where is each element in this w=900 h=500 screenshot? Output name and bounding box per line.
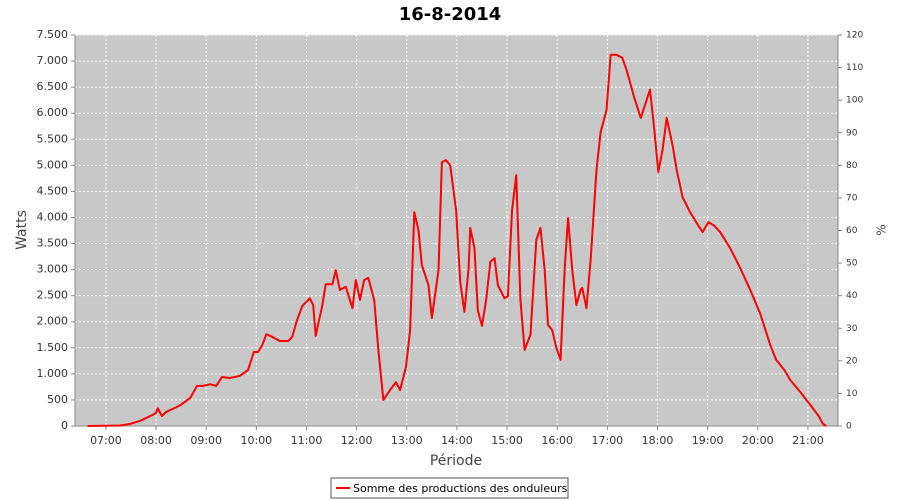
y2-tick-label: 100 xyxy=(846,96,863,106)
x-tick-label: 19:00 xyxy=(692,434,724,447)
y-tick-label: 2.500 xyxy=(37,289,69,302)
y2-tick-label: 60 xyxy=(846,226,858,236)
y2-tick-label: 30 xyxy=(846,324,858,334)
y-tick-label: 7.000 xyxy=(37,54,69,67)
x-tick-label: 16:00 xyxy=(541,434,573,447)
x-tick-label: 12:00 xyxy=(341,434,373,447)
y2-tick-label: 10 xyxy=(846,389,858,399)
y2-tick-label: 20 xyxy=(846,356,858,366)
y-tick-label: 5.500 xyxy=(37,132,69,145)
y2-tick-label: 40 xyxy=(846,291,858,301)
y2-tick-label: 80 xyxy=(846,161,858,171)
x-tick-label: 17:00 xyxy=(591,434,623,447)
x-tick-label: 14:00 xyxy=(441,434,473,447)
x-tick-label: 07:00 xyxy=(90,434,122,447)
y2-axis-label: % xyxy=(875,224,889,235)
x-tick-label: 13:00 xyxy=(391,434,423,447)
y-tick-label: 4.500 xyxy=(37,184,69,197)
y-tick-label: 4.000 xyxy=(37,210,69,223)
y2-tick-label: 110 xyxy=(846,63,863,73)
y2-tick-label: 0 xyxy=(846,422,852,432)
y-tick-label: 500 xyxy=(47,393,68,406)
x-tick-label: 09:00 xyxy=(190,434,222,447)
chart-title: 16-8-2014 xyxy=(399,4,502,25)
y-tick-label: 2.000 xyxy=(37,315,69,328)
x-tick-label: 18:00 xyxy=(642,434,674,447)
legend-box xyxy=(330,477,569,499)
y-tick-label: 5.000 xyxy=(37,158,69,171)
y-axis-label: Watts xyxy=(14,210,30,250)
y-tick-label: 3.500 xyxy=(37,237,69,250)
y2-tick-label: 90 xyxy=(846,128,858,138)
y2-tick-label: 50 xyxy=(846,259,858,269)
x-tick-label: 10:00 xyxy=(240,434,272,447)
x-tick-label: 08:00 xyxy=(140,434,172,447)
y2-tick-label: 120 xyxy=(846,31,863,41)
y-tick-label: 0 xyxy=(61,419,68,432)
x-tick-label: 20:00 xyxy=(742,434,774,447)
y-tick-label: 1.000 xyxy=(37,367,69,380)
y-tick-label: 3.000 xyxy=(37,263,69,276)
legend-label: Somme des productions des onduleurs xyxy=(353,482,568,495)
y-tick-label: 6.000 xyxy=(37,106,69,119)
x-tick-label: 11:00 xyxy=(291,434,323,447)
series-line xyxy=(87,53,827,427)
x-axis-label: Période xyxy=(430,453,482,469)
y-tick-label: 6.500 xyxy=(37,80,69,93)
y2-tick-label: 70 xyxy=(846,193,858,203)
x-tick-label: 15:00 xyxy=(491,434,523,447)
y-tick-label: 1.500 xyxy=(37,341,69,354)
x-tick-label: 21:00 xyxy=(792,434,824,447)
y-tick-label: 7.500 xyxy=(37,28,69,41)
